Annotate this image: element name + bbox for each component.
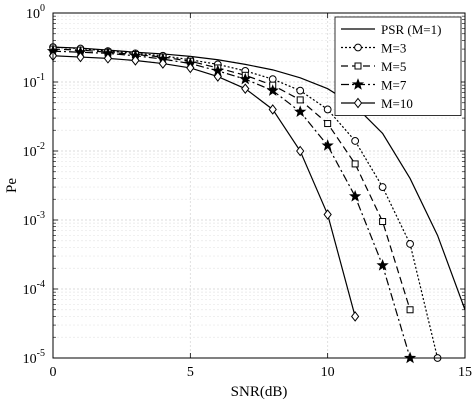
- data-point: [239, 72, 252, 85]
- x-tick-label: 15: [458, 365, 472, 380]
- series-line: [52, 55, 356, 317]
- data-point: [350, 311, 360, 322]
- series-line: [52, 50, 411, 359]
- data-point: [349, 189, 362, 202]
- ticks: 0 5 10 15 100 10-1 10-2 10-3 10-4 10-5: [23, 3, 472, 380]
- legend-entry: PSR (M=1): [341, 22, 441, 37]
- x-tick-label: 5: [187, 365, 194, 380]
- data-point: [324, 120, 332, 128]
- legend-marker: [351, 78, 365, 90]
- data-point: [213, 71, 222, 82]
- legend-marker: [353, 97, 363, 109]
- y-tick-label: 10-5: [23, 348, 45, 367]
- data-point: [406, 240, 414, 248]
- data-point: [378, 183, 387, 191]
- legend-entry: M=7: [341, 78, 407, 93]
- series-line: [52, 46, 466, 310]
- data-point: [296, 145, 305, 157]
- y-tick-label: 10-4: [23, 279, 45, 298]
- data-point: [296, 86, 305, 95]
- x-axis-label: SNR(dB): [231, 384, 288, 400]
- x-tick-label: 10: [321, 365, 335, 380]
- legend-entry: M=3: [341, 41, 406, 56]
- series-line: [52, 46, 439, 359]
- legend-label: M=5: [381, 59, 406, 74]
- data-point: [323, 209, 332, 220]
- series-1: [52, 46, 466, 310]
- data-point: [268, 75, 277, 84]
- data-point: [131, 55, 140, 66]
- data-point: [266, 84, 279, 96]
- data-point: [351, 160, 359, 168]
- data-point: [294, 105, 307, 117]
- y-axis-label: Pe: [4, 178, 20, 193]
- data-point: [268, 104, 277, 115]
- series-line: [52, 48, 411, 310]
- legend-marker: [354, 62, 362, 70]
- y-tick-label: 10-3: [23, 210, 45, 229]
- plot-frame: [52, 12, 466, 359]
- data-point: [323, 105, 332, 114]
- data-point: [376, 258, 389, 271]
- legend: PSR (M=1) M=3 M=5 M=7 M=10: [334, 16, 462, 116]
- data-point: [296, 96, 304, 104]
- series-5: [48, 50, 360, 322]
- data-point: [158, 58, 168, 69]
- data-point: [406, 306, 414, 314]
- legend-label: PSR (M=1): [381, 22, 441, 37]
- y-tick-label: 10-1: [23, 72, 45, 91]
- legend-entry: M=5: [341, 59, 406, 74]
- y-tick-label: 10-2: [23, 141, 45, 160]
- legend-label: M=7: [381, 78, 407, 93]
- data-point: [103, 53, 113, 64]
- legend-entry: M=10: [341, 96, 413, 111]
- x-tick-label: 0: [50, 365, 57, 380]
- data-point: [76, 51, 85, 63]
- data-point: [321, 139, 334, 151]
- data-point: [379, 218, 387, 226]
- y-tick-label: 100: [26, 3, 45, 22]
- data-point: [241, 83, 250, 95]
- data-point: [351, 137, 360, 145]
- legend-label: M=3: [381, 41, 406, 56]
- data-point: [186, 62, 195, 74]
- legend-label: M=10: [381, 96, 413, 111]
- legend-marker: [354, 43, 362, 52]
